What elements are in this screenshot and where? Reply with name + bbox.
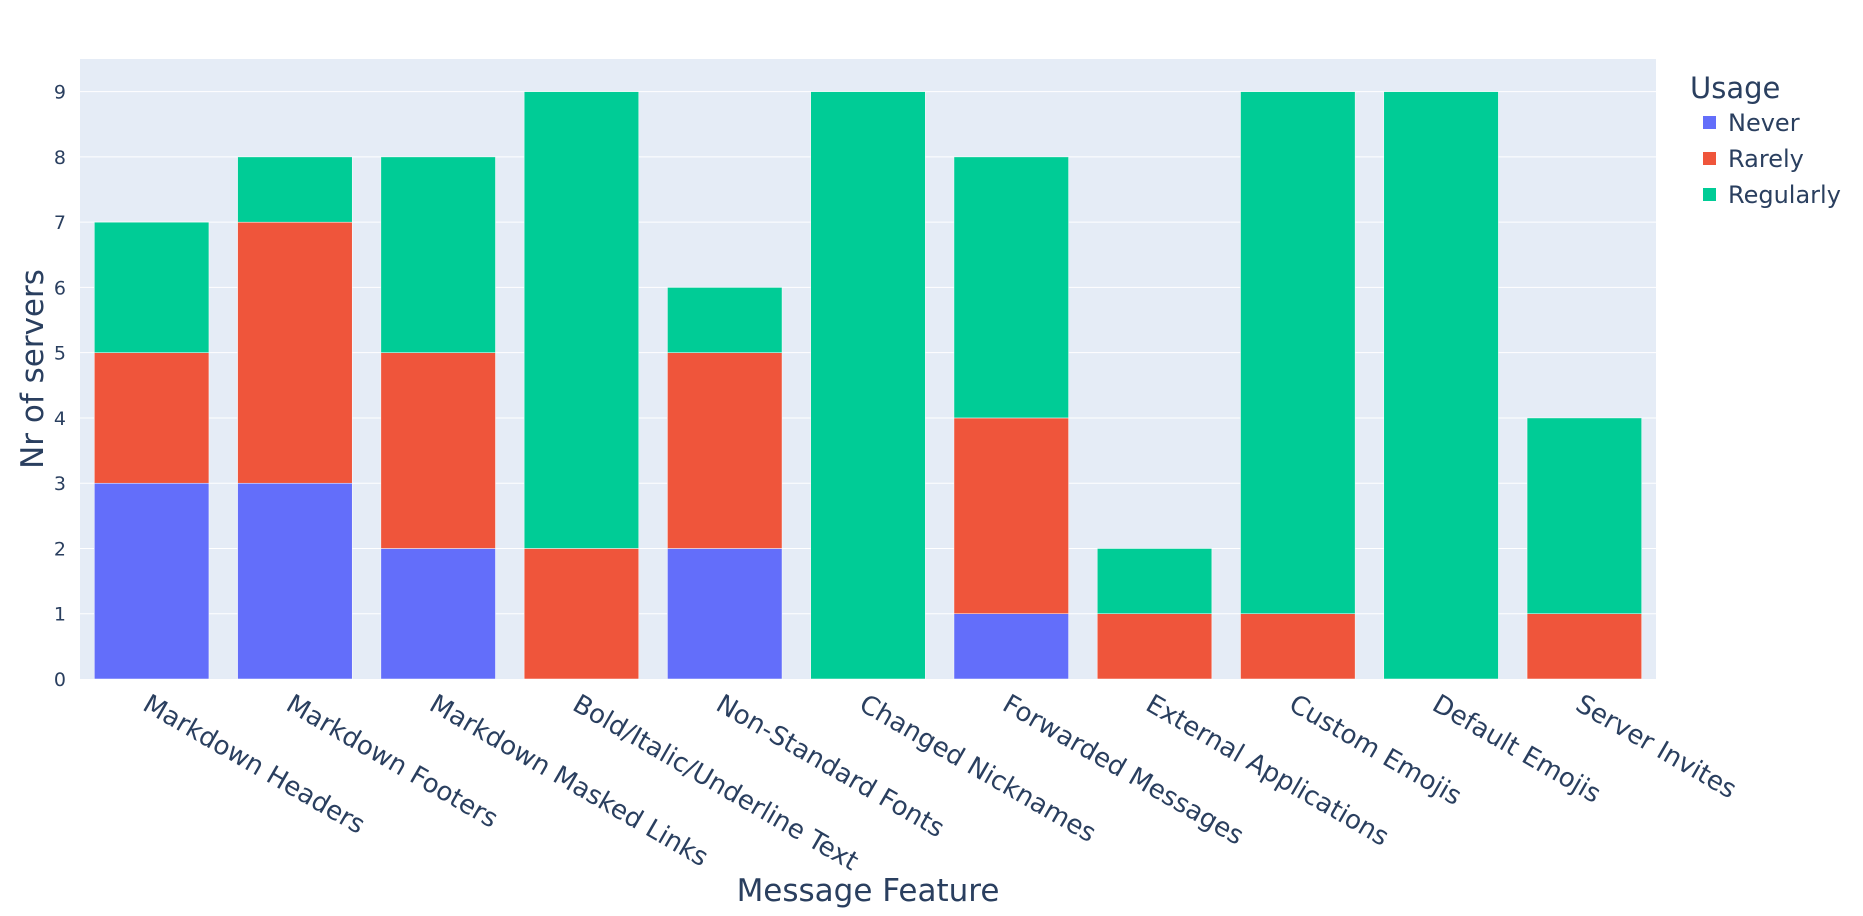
- legend-label: Rarely: [1728, 145, 1804, 173]
- bar-segment-rarely: [1240, 613, 1356, 680]
- bar-segment-never: [380, 548, 496, 680]
- bar-segment-regularly: [953, 156, 1069, 419]
- bar-segment-rarely: [380, 352, 496, 549]
- y-axis-title: Nr of servers: [15, 269, 51, 469]
- bar-segment-regularly: [1240, 91, 1356, 614]
- y-tick-label: 0: [54, 669, 66, 691]
- bar-segment-rarely: [953, 417, 1069, 614]
- bar-segment-regularly: [667, 287, 783, 353]
- y-tick-label: 5: [54, 343, 66, 365]
- bar-segment-regularly: [810, 91, 926, 680]
- x-axis-title: Message Feature: [737, 873, 1000, 909]
- bar-segment-never: [94, 482, 210, 680]
- y-tick-label: 2: [54, 538, 66, 560]
- x-tick-label: Non-Standard Fonts: [711, 689, 949, 844]
- legend-title: Usage: [1690, 71, 1780, 105]
- legend-label: Never: [1728, 109, 1800, 137]
- bar-segment-rarely: [1096, 613, 1213, 680]
- y-tick-label: 6: [54, 277, 66, 299]
- bar-segment-regularly: [1383, 91, 1499, 680]
- legend-swatch-never: [1703, 116, 1716, 129]
- bar-segment-rarely: [523, 548, 640, 680]
- bar-segment-never: [667, 548, 783, 680]
- bar-segment-rarely: [1526, 613, 1642, 680]
- bar-segment-rarely: [667, 352, 783, 549]
- bars: [94, 91, 1642, 680]
- bar-segment-never: [953, 613, 1069, 680]
- bar-segment-regularly: [94, 221, 210, 353]
- y-tick-label: 1: [54, 604, 66, 626]
- legend-items: Never Rarely Regularly: [1703, 109, 1841, 209]
- x-tick-label: Markdown Masked Links: [424, 689, 713, 873]
- y-axis-ticks: 0 1 2 3 4 5 6 7 8 9: [54, 82, 66, 691]
- bar-segment-regularly: [1096, 548, 1213, 614]
- legend-swatch-rarely: [1703, 152, 1716, 165]
- y-tick-label: 3: [54, 473, 66, 495]
- bar-segment-rarely: [94, 352, 210, 484]
- y-tick-label: 8: [54, 147, 66, 169]
- legend-swatch-regularly: [1703, 188, 1716, 201]
- bar-segment-regularly: [1526, 417, 1642, 614]
- y-tick-label: 9: [54, 82, 66, 104]
- legend: Usage Never Rarely Regularly: [1690, 71, 1841, 209]
- x-tick-label: Changed Nicknames: [854, 689, 1101, 849]
- bar-segment-regularly: [523, 91, 640, 549]
- y-tick-label: 4: [54, 408, 66, 430]
- bar-segment-regularly: [380, 156, 496, 353]
- y-tick-label: 7: [54, 212, 66, 234]
- bar-segment-rarely: [237, 221, 353, 484]
- legend-label: Regularly: [1728, 181, 1841, 209]
- bar-segment-regularly: [237, 156, 353, 223]
- x-tick-label: External Applications: [1141, 689, 1394, 852]
- x-tick-label: Forwarded Messages: [997, 689, 1248, 851]
- bar-segment-never: [237, 482, 353, 680]
